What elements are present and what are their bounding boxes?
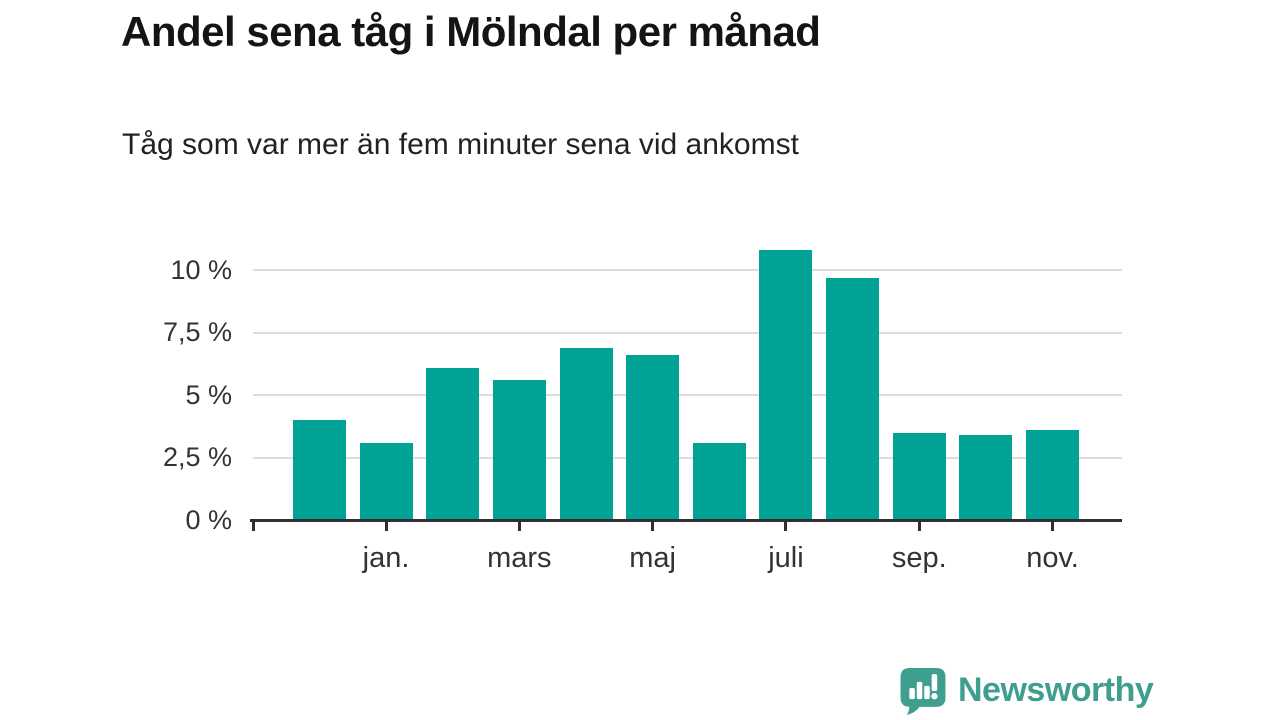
x-axis-tick [1051, 522, 1055, 531]
y-axis-tick-label: 10 % [170, 254, 232, 285]
x-axis-tick-label: juli [768, 542, 804, 574]
x-axis-tick-label: sep. [891, 542, 947, 574]
bar-feb. [426, 367, 480, 521]
x-axis-edge-tick [251, 522, 255, 531]
y-gridline [253, 456, 1122, 459]
x-axis-tick [651, 522, 655, 531]
y-axis-tick-label: 7,5 % [162, 317, 232, 348]
bar-maj [626, 355, 680, 521]
bar-juli [759, 249, 813, 521]
x-axis-line [250, 519, 1122, 522]
x-axis-tick-label: nov. [1026, 542, 1079, 574]
newsworthy-logo: Newsworthy [898, 666, 1154, 715]
y-gridline [253, 394, 1122, 397]
bar-jan. [359, 442, 413, 521]
chart-title: Andel sena tåg i Mölndal per månad [121, 8, 821, 55]
x-axis-tick [917, 522, 921, 531]
bar-dec. [292, 420, 346, 521]
x-axis-tick [784, 522, 788, 531]
bar-aug. [826, 277, 880, 521]
y-axis-tick-label: 2,5 % [162, 442, 232, 473]
y-axis-tick-label: 0 % [185, 505, 232, 535]
y-gridline [253, 331, 1122, 334]
x-axis-tick [384, 522, 388, 531]
chart-subtitle: Tåg som var mer än fem minuter sena vid … [122, 128, 799, 161]
x-axis-tick-label: maj [629, 542, 676, 574]
x-axis-tick [517, 522, 521, 531]
bar-nov. [1026, 430, 1080, 521]
bar-juni [692, 442, 746, 521]
bar-apr. [559, 347, 613, 521]
y-gridline [253, 269, 1122, 271]
y-axis-tick-label: 5 % [185, 379, 232, 410]
bar-chart-speech-bubble-icon [900, 668, 946, 715]
bar-mars [492, 380, 546, 521]
x-axis-tick-label: jan. [362, 542, 410, 574]
bar-sep. [892, 432, 946, 521]
x-axis-tick-label: mars [487, 542, 552, 574]
bar-okt. [959, 435, 1013, 521]
newsworthy-logo-text: Newsworthy [958, 671, 1154, 709]
